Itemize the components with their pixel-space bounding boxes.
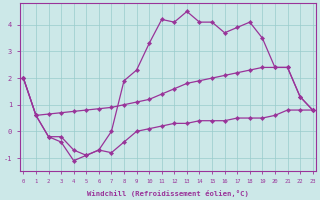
X-axis label: Windchill (Refroidissement éolien,°C): Windchill (Refroidissement éolien,°C) <box>87 190 249 197</box>
